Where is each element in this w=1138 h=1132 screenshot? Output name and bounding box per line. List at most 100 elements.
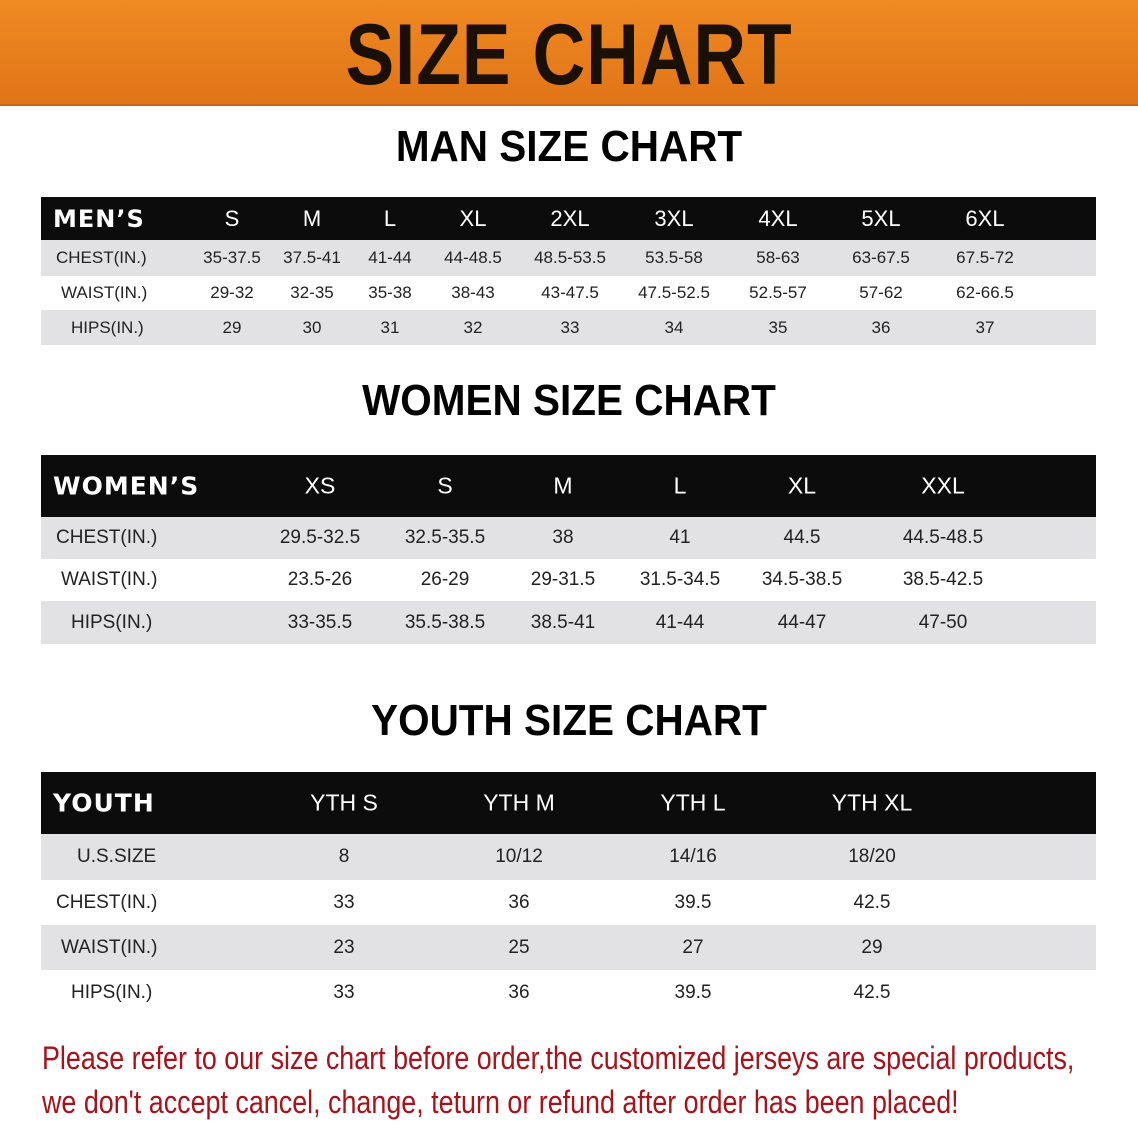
men-table-cell: 47.5-52.5 xyxy=(638,283,710,302)
youth-table-row: HIPS(IN.) 33 36 39.5 42.5 xyxy=(41,970,1096,1016)
men-table-cell: 41-44 xyxy=(368,248,412,267)
women-table-row: CHEST(IN.) 29.5-32.5 32.5-35.5 38 41 44.5 44.5… xyxy=(41,517,1096,559)
men-row-label: HIPS(IN.) xyxy=(71,317,144,337)
women-table-row: WAIST(IN.) 23.5-26 26-29 29-31.5 31.5-34.5 34… xyxy=(41,559,1096,601)
youth-table-cell: 33 xyxy=(333,891,355,913)
men-table-cell: 53.5-58 xyxy=(645,248,703,267)
women-size-header: L xyxy=(673,472,687,499)
men-size-header: M xyxy=(302,205,322,231)
women-row-label: CHEST(IN.) xyxy=(56,527,158,548)
women-header-label: WOMEN’S xyxy=(53,471,200,501)
men-table-cell: 29 xyxy=(222,317,242,337)
men-table-cell: 35 xyxy=(768,317,788,337)
youth-size-header: YTH S xyxy=(310,789,378,816)
youth-size-header: YTH M xyxy=(483,789,555,816)
women-size-table: WOMEN’S XS S M L XL XXL CHEST(IN.) 29.5-32.5 32.5… xyxy=(41,455,1096,644)
youth-table-row: WAIST(IN.) 23 25 27 29 xyxy=(41,925,1096,970)
women-table-cell: 44.5 xyxy=(783,527,821,548)
men-size-header: 4XL xyxy=(758,205,798,231)
women-header-row: WOMEN’S XS S M L XL XXL xyxy=(41,455,1096,517)
men-table-cell: 29-32 xyxy=(210,283,254,302)
men-table-row: CHEST(IN.) 35-37.5 37.5-41 41-44 44-48.5 48.5… xyxy=(41,240,1096,276)
youth-table-row: U.S.SIZE 8 10/12 14/16 18/20 xyxy=(41,834,1096,880)
women-table-cell: 31.5-34.5 xyxy=(639,569,721,590)
women-table-cell: 47-50 xyxy=(918,611,968,633)
youth-table-cell: 14/16 xyxy=(669,846,717,867)
youth-table-row: CHEST(IN.) 33 36 39.5 42.5 xyxy=(41,880,1096,925)
youth-table-cell: 29 xyxy=(861,936,883,958)
men-table-cell: 43-47.5 xyxy=(541,283,599,302)
men-table-cell: 30 xyxy=(302,317,322,337)
men-table-cell: 62-66.5 xyxy=(956,283,1014,302)
women-table-cell: 23.5-26 xyxy=(287,569,353,590)
men-size-header: 3XL xyxy=(654,205,694,231)
women-table-cell: 41-44 xyxy=(655,611,705,633)
youth-section-title: YOUTH SIZE CHART xyxy=(371,696,767,745)
men-table-cell: 34 xyxy=(664,317,684,337)
women-table-cell: 44.5-48.5 xyxy=(902,527,984,548)
women-table-cell: 29-31.5 xyxy=(530,569,596,590)
men-size-header: 2XL xyxy=(550,205,590,231)
men-table-cell: 67.5-72 xyxy=(956,248,1014,267)
youth-row-label: CHEST(IN.) xyxy=(56,891,158,913)
youth-table-cell: 39.5 xyxy=(674,891,712,913)
men-table-cell: 37 xyxy=(975,317,995,337)
youth-size-table: YOUTH YTH S YTH M YTH L YTH XL U.S.SIZE 8 10/12… xyxy=(41,772,1096,1016)
order-notice: Please refer to our size chart before or… xyxy=(42,1036,1126,1124)
men-size-header: L xyxy=(383,205,397,231)
men-table-cell: 38-43 xyxy=(451,283,495,302)
men-section-title: MAN SIZE CHART xyxy=(395,122,743,171)
youth-table-cell: 42.5 xyxy=(853,891,891,913)
youth-table-cell: 39.5 xyxy=(674,982,712,1003)
youth-table-cell: 33 xyxy=(333,982,355,1003)
men-table-cell: 35-37.5 xyxy=(203,248,261,267)
women-section-title: WOMEN SIZE CHART xyxy=(362,376,776,425)
women-table-cell: 35.5-38.5 xyxy=(404,611,486,633)
youth-table-cell: 42.5 xyxy=(853,982,891,1003)
men-table-cell: 52.5-57 xyxy=(749,283,807,302)
youth-row-label: WAIST(IN.) xyxy=(61,936,158,958)
youth-table-cell: 27 xyxy=(682,936,704,958)
men-table-cell: 33 xyxy=(560,317,580,337)
men-table-cell: 58-63 xyxy=(756,248,800,267)
men-header-label: MEN’S xyxy=(53,204,145,233)
youth-table-cell: 18/20 xyxy=(848,846,896,867)
men-table-cell: 35-38 xyxy=(368,283,412,302)
women-size-header: S xyxy=(437,472,453,499)
youth-header-row: YOUTH YTH S YTH M YTH L YTH XL xyxy=(41,772,1096,834)
men-header-row: MEN’S S M L XL 2XL 3XL 4XL 5XL 6XL xyxy=(41,197,1096,240)
men-size-header: XL xyxy=(459,205,487,231)
youth-row-label: HIPS(IN.) xyxy=(71,982,153,1003)
youth-row-label: U.S.SIZE xyxy=(77,846,157,867)
men-table-row: WAIST(IN.) 29-32 32-35 35-38 38-43 43-47.5 47.… xyxy=(41,276,1096,310)
youth-table-cell: 36 xyxy=(508,982,530,1003)
youth-size-header: YTH XL xyxy=(831,789,913,816)
men-table-row: HIPS(IN.) 29 30 31 32 33 34 35 36 37 xyxy=(41,310,1096,345)
youth-size-header: YTH L xyxy=(660,789,726,816)
order-notice-line-2: we don't accept cancel, change, teturn o… xyxy=(42,1084,959,1120)
women-table-cell: 41 xyxy=(669,527,691,548)
youth-table-cell: 36 xyxy=(508,891,530,913)
men-table-cell: 48.5-53.5 xyxy=(534,248,606,267)
men-table-cell: 44-48.5 xyxy=(444,248,502,267)
youth-table-cell: 10/12 xyxy=(495,846,543,867)
women-row-label: HIPS(IN.) xyxy=(71,611,153,633)
banner: SIZE CHART xyxy=(0,0,1138,106)
men-table-cell: 63-67.5 xyxy=(852,248,910,267)
banner-title: SIZE CHART xyxy=(345,7,793,103)
men-table-cell: 32 xyxy=(463,317,483,337)
men-row-label: CHEST(IN.) xyxy=(56,248,147,267)
women-table-cell: 38 xyxy=(552,527,574,548)
youth-table-cell: 23 xyxy=(333,936,355,958)
women-size-header: M xyxy=(553,472,573,499)
women-table-cell: 44-47 xyxy=(777,611,827,633)
men-table-cell: 36 xyxy=(871,317,891,337)
women-table-cell: 38.5-41 xyxy=(530,611,596,633)
men-size-header: 6XL xyxy=(965,205,1005,231)
men-size-header: S xyxy=(224,205,240,231)
youth-table-cell: 8 xyxy=(338,846,350,867)
women-size-header: XXL xyxy=(921,472,965,499)
women-size-header: XS xyxy=(304,472,336,499)
men-table-cell: 57-62 xyxy=(859,283,903,302)
women-table-cell: 29.5-32.5 xyxy=(279,527,361,548)
